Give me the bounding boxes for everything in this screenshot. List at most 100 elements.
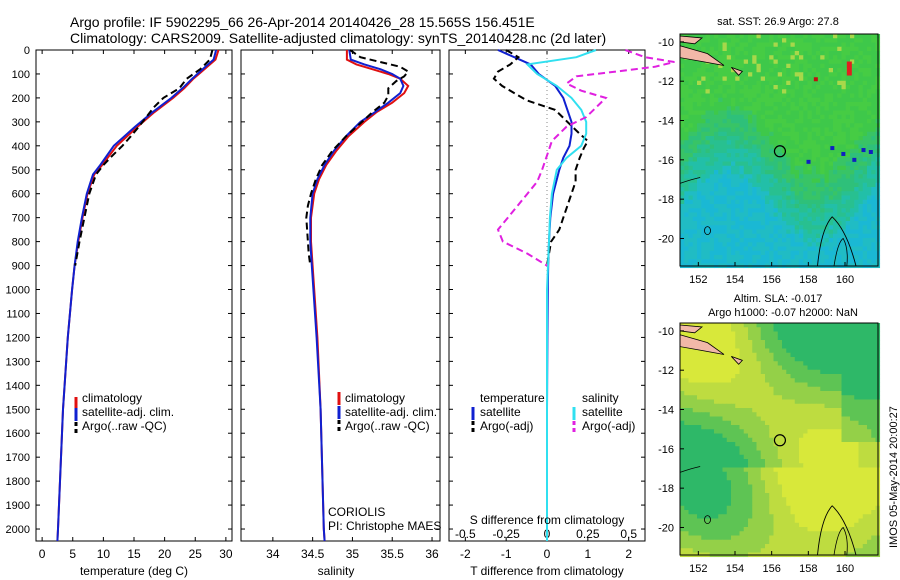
map-cell — [684, 250, 689, 256]
map-cell — [709, 250, 715, 256]
map-cell — [739, 471, 745, 477]
map-cell — [735, 386, 740, 392]
map-cell — [756, 136, 762, 141]
map-cell — [680, 378, 685, 383]
map-cell — [697, 63, 702, 69]
map-cell — [735, 471, 740, 477]
map-cell — [833, 165, 838, 171]
map-cell — [807, 238, 813, 243]
map-cell — [782, 127, 787, 133]
map-cell — [803, 501, 808, 507]
map-cell — [782, 68, 787, 73]
map-cell — [811, 127, 817, 133]
map-cell — [697, 97, 702, 103]
map-cell — [697, 408, 702, 413]
map-cell — [833, 510, 838, 515]
map-cell — [692, 335, 698, 341]
map-cell — [824, 106, 830, 111]
map-cell — [760, 340, 766, 345]
map-cell — [735, 199, 740, 205]
map-cell — [862, 212, 868, 218]
map-cell — [807, 178, 813, 184]
map-cell — [752, 178, 757, 184]
map-cell — [786, 395, 791, 400]
map-cell — [790, 80, 796, 86]
map-cell — [718, 140, 723, 145]
map-cell — [769, 204, 774, 209]
map-cell — [705, 165, 711, 171]
map-cell — [760, 250, 766, 256]
map-cell — [760, 68, 766, 73]
map-cell — [765, 510, 770, 515]
map-cell — [722, 51, 728, 56]
map-cell — [684, 408, 689, 413]
map-cell — [748, 68, 753, 73]
map-cell — [688, 454, 694, 460]
map-cell — [816, 68, 821, 73]
map-cell — [841, 127, 847, 133]
map-cell — [748, 242, 753, 247]
map-cell — [688, 123, 694, 128]
map-cell — [748, 110, 753, 116]
map-cell — [811, 136, 817, 141]
y-tick-label: 1800 — [6, 476, 30, 488]
map-cell — [688, 416, 694, 422]
map-cell — [684, 225, 689, 230]
y-tick-label: 1500 — [6, 404, 30, 416]
map-cell — [858, 416, 864, 422]
map-cell — [850, 140, 855, 145]
map-cell — [820, 471, 825, 477]
map-cell — [773, 327, 779, 332]
map-cell — [773, 403, 779, 409]
map-cell — [697, 123, 702, 128]
map-cell — [743, 187, 749, 192]
map-cell — [820, 68, 825, 73]
map-cell — [748, 233, 753, 239]
map-cell — [850, 195, 855, 201]
map-cell — [773, 97, 779, 103]
map-cell — [739, 408, 745, 413]
map-cell — [765, 408, 770, 413]
map-cell — [862, 161, 868, 167]
map-cell — [731, 365, 736, 371]
map-cell — [765, 454, 770, 460]
map-cell — [735, 106, 740, 111]
map-cell — [858, 408, 864, 413]
map-cell — [680, 212, 685, 218]
map-cell — [756, 335, 762, 341]
map-cell — [756, 191, 762, 196]
map-cell — [752, 331, 757, 337]
map-cell — [820, 148, 825, 154]
map-cell — [735, 191, 740, 196]
map-cell — [816, 195, 821, 201]
map-cell — [739, 493, 745, 498]
map-cell — [760, 437, 766, 443]
map-cell — [845, 153, 851, 158]
map-cell — [790, 429, 796, 434]
map-cell — [807, 170, 813, 175]
map-cell — [867, 399, 872, 405]
map-cell — [688, 106, 694, 111]
map-cell — [824, 144, 830, 150]
map-cell — [769, 153, 774, 158]
map-cell — [680, 136, 685, 141]
map-cell — [773, 331, 779, 337]
map-cell — [854, 242, 859, 247]
map-cell — [782, 229, 787, 235]
map-cell — [714, 514, 719, 519]
map-cell — [726, 493, 732, 498]
map-cell — [765, 229, 770, 235]
map-cell — [760, 93, 766, 99]
map-cell — [845, 182, 851, 188]
map-cell — [816, 476, 821, 481]
map-cell — [765, 85, 770, 90]
map-cell — [726, 484, 732, 490]
map-cell — [871, 225, 876, 230]
map-cell — [845, 327, 851, 332]
map-cell — [858, 93, 864, 99]
map-cell — [765, 386, 770, 392]
x-tick-label: 34.5 — [301, 547, 325, 561]
y-tick-label: 1100 — [6, 308, 30, 320]
map-cell — [871, 331, 876, 337]
map-cell — [833, 178, 838, 184]
